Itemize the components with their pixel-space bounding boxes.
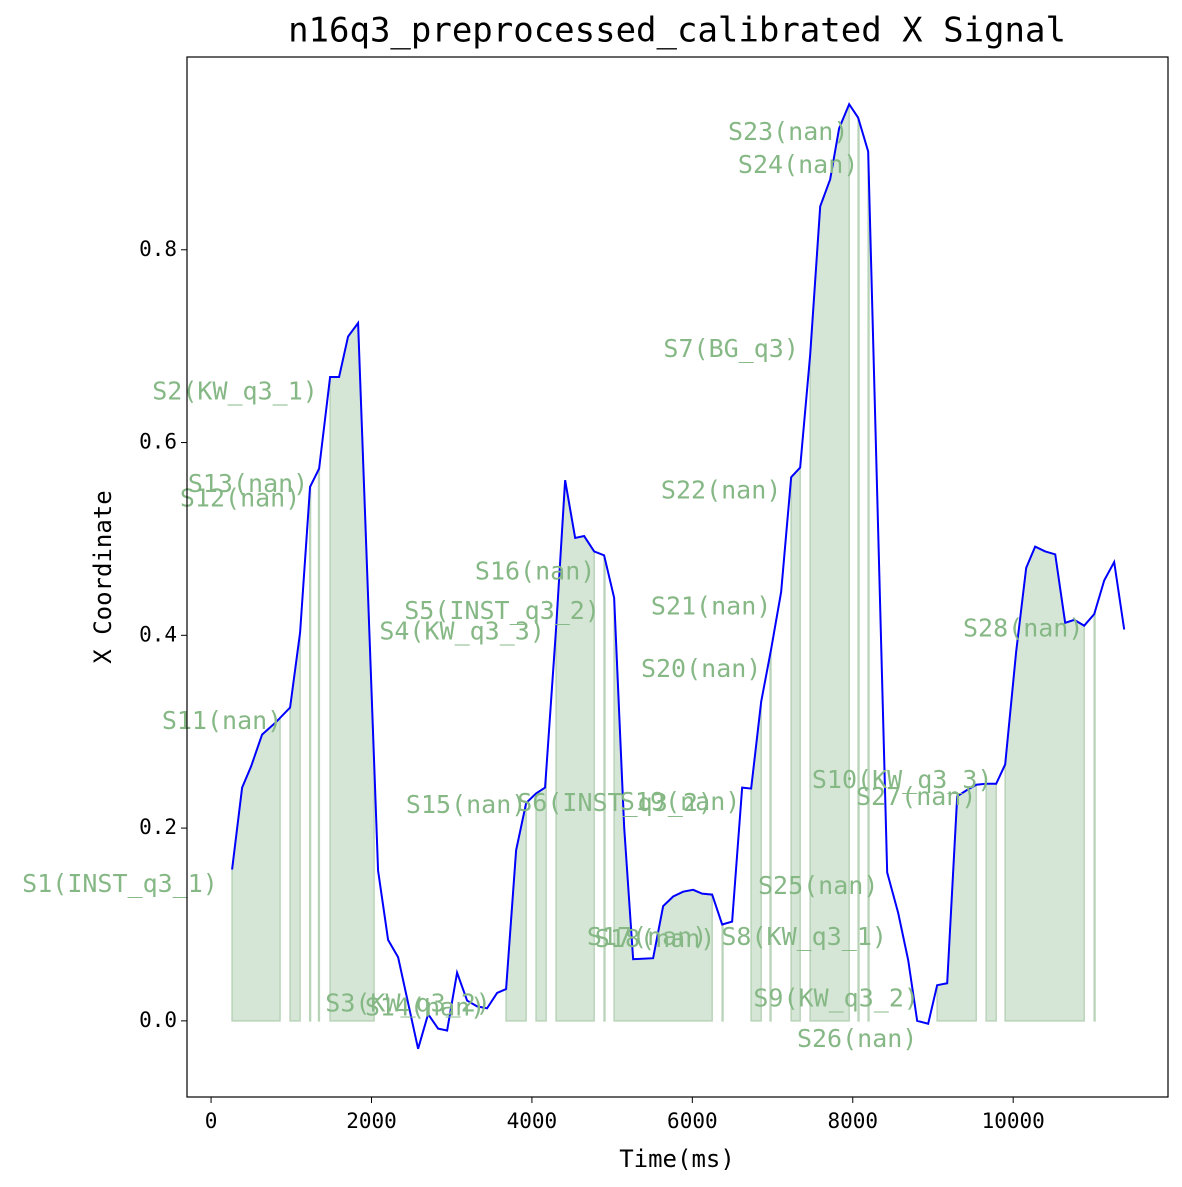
x-tick-label: 2000: [346, 1109, 397, 1133]
segment-label: S3(KW_q3_2): [325, 988, 491, 1017]
chart-title: n16q3_preprocessed_calibrated X Signal: [288, 11, 1066, 51]
y-tick-label: 0.4: [139, 622, 177, 646]
segment-fill: [317, 466, 321, 1022]
segment-fill: [769, 649, 772, 1022]
segment-label: S9(KW_q3_2): [753, 984, 919, 1013]
x-tick-label: 6000: [667, 1109, 718, 1133]
x-tick-label: 8000: [827, 1109, 878, 1133]
segment-label: S19(nan): [620, 787, 740, 816]
segment-label: S20(nan): [641, 654, 761, 683]
plot-frame: [186, 56, 1169, 1098]
x-tick-label: 4000: [507, 1109, 558, 1133]
segment-label: S10(KW_q3_3): [812, 765, 993, 794]
segment-label: S12(nan): [180, 483, 300, 512]
segment-label: S21(nan): [651, 591, 771, 620]
segment-label: S1(INST_q3_1): [22, 869, 218, 898]
segment-fill: [985, 782, 997, 1022]
segment-label: S26(nan): [797, 1024, 917, 1053]
segment-label: S5(INST_q3_2): [404, 596, 600, 625]
segment-label: S13(nan): [188, 469, 308, 498]
segment-label: S28(nan): [963, 614, 1083, 643]
segment-label: S14(nan): [365, 992, 485, 1021]
segment-label: S7(BG_q3): [663, 334, 798, 363]
segment-label: S17(nan): [587, 922, 707, 951]
segment-label: S16(nan): [475, 557, 595, 586]
y-tick-label: 0.6: [139, 430, 177, 454]
segment-label: S22(nan): [661, 476, 781, 505]
segment-label: S2(KW_q3_1): [152, 376, 318, 405]
y-tick-label: 0.2: [139, 815, 177, 839]
y-tick-label: 0.0: [139, 1008, 177, 1032]
x-axis-label: Time(ms): [619, 1145, 735, 1173]
x-tick-label: 10000: [982, 1109, 1045, 1133]
segment-label: S18(nan): [595, 924, 715, 953]
x-tick-label: 0: [205, 1109, 218, 1133]
segment-label: S15(nan): [406, 790, 526, 819]
segment-label: S24(nan): [738, 150, 858, 179]
segment-label: S6(INST_q3_2): [517, 788, 713, 817]
segment-fill: [308, 485, 312, 1022]
segment-label: S11(nan): [162, 706, 282, 735]
segment-label: S27(nan): [856, 782, 976, 811]
segment-fill: [1093, 611, 1096, 1022]
signal-line: [231, 102, 1126, 1050]
segment-label: S25(nan): [758, 871, 878, 900]
y-tick-label: 0.8: [139, 237, 177, 261]
segment-label: S8(KW_q3_1): [721, 922, 887, 951]
y-axis-label: X Coordinate: [89, 490, 117, 663]
segment-label: S23(nan): [728, 117, 848, 146]
segment-label: S4(KW_q3_3): [379, 616, 545, 645]
